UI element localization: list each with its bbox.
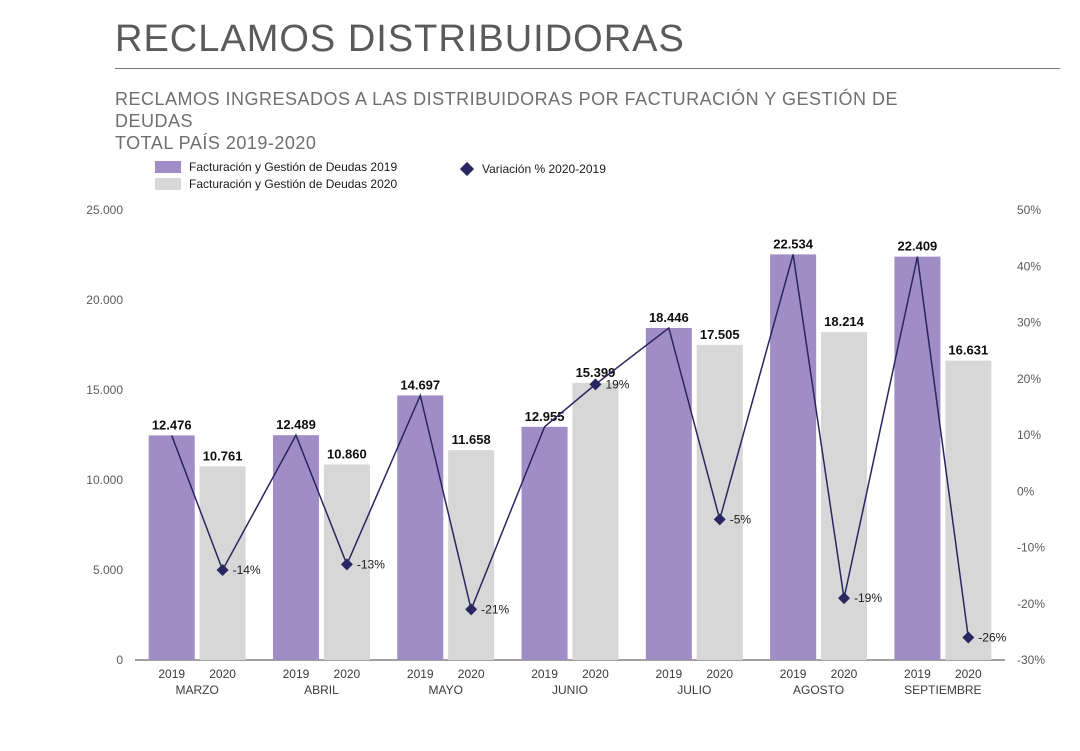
- svg-text:22.534: 22.534: [773, 236, 814, 251]
- svg-text:5.000: 5.000: [93, 563, 123, 577]
- svg-text:40%: 40%: [1017, 259, 1041, 273]
- legend-label-2020: Facturación y Gestión de Deudas 2020: [189, 177, 397, 191]
- svg-text:-10%: -10%: [1017, 541, 1045, 555]
- svg-text:JUNIO: JUNIO: [552, 683, 588, 697]
- svg-text:MARZO: MARZO: [175, 683, 218, 697]
- svg-text:19%: 19%: [605, 377, 629, 391]
- svg-text:12.955: 12.955: [525, 409, 565, 424]
- svg-text:16.631: 16.631: [948, 343, 988, 358]
- svg-text:11.658: 11.658: [452, 432, 491, 447]
- svg-text:MAYO: MAYO: [428, 683, 462, 697]
- legend-label-2019: Facturación y Gestión de Deudas 2019: [189, 160, 397, 174]
- svg-text:22.409: 22.409: [898, 239, 938, 254]
- svg-text:2019: 2019: [531, 667, 558, 681]
- svg-text:10%: 10%: [1017, 428, 1041, 442]
- svg-text:-20%: -20%: [1017, 597, 1045, 611]
- svg-text:17.505: 17.505: [700, 327, 740, 342]
- svg-text:12.489: 12.489: [276, 417, 316, 432]
- chart-area: 0 5.000 10.000 15.000 20.000 25.000 -30% -20% -1…: [70, 200, 1055, 730]
- svg-text:2020: 2020: [209, 667, 236, 681]
- svg-text:2019: 2019: [283, 667, 310, 681]
- svg-text:-5%: -5%: [730, 512, 752, 526]
- svg-text:10.860: 10.860: [327, 447, 367, 462]
- svg-text:2020: 2020: [458, 667, 485, 681]
- subtitle-line1: RECLAMOS INGRESADOS A LAS DISTRIBUIDORAS…: [115, 89, 898, 131]
- svg-text:0: 0: [116, 653, 123, 667]
- subtitle: RECLAMOS INGRESADOS A LAS DISTRIBUIDORAS…: [115, 88, 915, 154]
- legend-line: Variación % 2020-2019: [462, 162, 606, 176]
- svg-text:18.214: 18.214: [824, 314, 865, 329]
- legend-bars: Facturación y Gestión de Deudas 2019 Fac…: [155, 158, 397, 192]
- svg-text:SEPTIEMBRE: SEPTIEMBRE: [904, 683, 981, 697]
- chart-svg: 0 5.000 10.000 15.000 20.000 25.000 -30% -20% -1…: [70, 200, 1055, 730]
- svg-text:-14%: -14%: [233, 563, 261, 577]
- svg-text:AGOSTO: AGOSTO: [793, 683, 844, 697]
- page-title: RECLAMOS DISTRIBUIDORAS: [115, 18, 685, 61]
- svg-text:-13%: -13%: [357, 557, 385, 571]
- svg-text:2020: 2020: [955, 667, 982, 681]
- svg-text:-26%: -26%: [978, 631, 1006, 645]
- svg-text:2019: 2019: [904, 667, 931, 681]
- svg-text:JULIO: JULIO: [677, 683, 711, 697]
- legend-swatch-2020: [155, 178, 181, 190]
- svg-text:2020: 2020: [831, 667, 858, 681]
- svg-text:18.446: 18.446: [649, 310, 689, 325]
- svg-text:2019: 2019: [780, 667, 807, 681]
- title-rule: [115, 68, 1060, 69]
- svg-text:20.000: 20.000: [86, 293, 123, 307]
- subtitle-line2: TOTAL PAÍS 2019-2020: [115, 133, 316, 153]
- svg-text:25.000: 25.000: [86, 203, 123, 217]
- svg-text:12.476: 12.476: [152, 417, 192, 432]
- svg-text:2020: 2020: [706, 667, 733, 681]
- svg-text:-30%: -30%: [1017, 653, 1045, 667]
- svg-text:2020: 2020: [334, 667, 361, 681]
- legend-marker-variation: [460, 162, 474, 176]
- svg-text:30%: 30%: [1017, 316, 1041, 330]
- svg-text:15.000: 15.000: [86, 383, 123, 397]
- svg-text:2019: 2019: [407, 667, 434, 681]
- svg-text:10.000: 10.000: [86, 473, 123, 487]
- svg-text:50%: 50%: [1017, 203, 1041, 217]
- svg-text:ABRIL: ABRIL: [304, 683, 339, 697]
- svg-text:0%: 0%: [1017, 484, 1035, 498]
- svg-text:2019: 2019: [158, 667, 185, 681]
- svg-text:-21%: -21%: [481, 602, 509, 616]
- svg-text:20%: 20%: [1017, 372, 1041, 386]
- svg-text:2020: 2020: [582, 667, 609, 681]
- svg-text:2019: 2019: [655, 667, 682, 681]
- svg-text:10.761: 10.761: [203, 448, 243, 463]
- legend-item-2020: Facturación y Gestión de Deudas 2020: [155, 175, 397, 192]
- svg-text:-19%: -19%: [854, 591, 882, 605]
- legend-item-2019: Facturación y Gestión de Deudas 2019: [155, 158, 397, 175]
- svg-text:14.697: 14.697: [400, 377, 440, 392]
- legend-label-variation: Variación % 2020-2019: [482, 162, 606, 176]
- page: RECLAMOS DISTRIBUIDORAS RECLAMOS INGRESA…: [0, 0, 1080, 751]
- legend-swatch-2019: [155, 161, 181, 173]
